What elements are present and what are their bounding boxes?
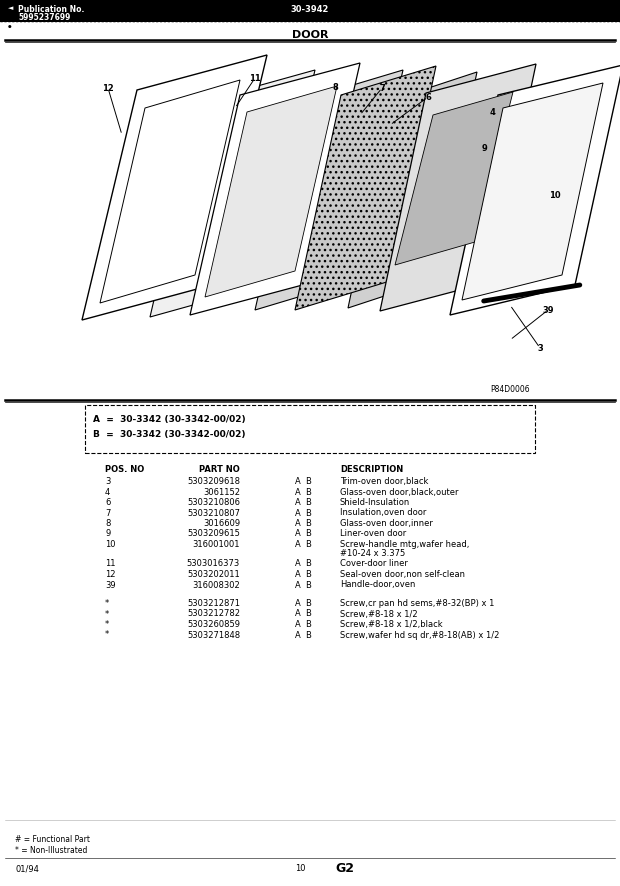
Text: 6: 6: [425, 92, 431, 102]
Text: Glass-oven door,black,outer: Glass-oven door,black,outer: [340, 487, 459, 496]
Text: A  =  30-3342 (30-3342-00/02): A = 30-3342 (30-3342-00/02): [93, 415, 246, 424]
Text: 6: 6: [105, 498, 110, 507]
Text: 5303212782: 5303212782: [187, 610, 240, 618]
Text: Liner-oven door: Liner-oven door: [340, 530, 406, 539]
Text: A  B: A B: [295, 530, 312, 539]
Polygon shape: [150, 70, 315, 317]
Text: * = Non-Illustrated: * = Non-Illustrated: [15, 846, 87, 855]
Text: A  B: A B: [295, 570, 312, 579]
Text: 39: 39: [105, 580, 115, 589]
Bar: [5, 42, 615, 400]
Text: 10: 10: [294, 864, 305, 873]
Text: 12: 12: [102, 83, 114, 92]
Text: 5995237699: 5995237699: [18, 13, 71, 22]
Text: PART NO: PART NO: [199, 465, 240, 474]
Text: A  B: A B: [295, 487, 312, 496]
Text: 5303202011: 5303202011: [187, 570, 240, 579]
Text: A  B: A B: [295, 610, 312, 618]
Text: ●: ●: [8, 25, 12, 29]
Text: 4: 4: [489, 107, 495, 116]
Polygon shape: [395, 92, 513, 265]
Text: 316008302: 316008302: [192, 580, 240, 589]
Text: 5303210807: 5303210807: [187, 509, 240, 517]
Text: 11: 11: [249, 74, 261, 82]
Text: 4: 4: [105, 487, 110, 496]
Text: Publication No.: Publication No.: [18, 5, 84, 14]
Text: Screw,wafer hd sq dr,#8-18(AB) x 1/2: Screw,wafer hd sq dr,#8-18(AB) x 1/2: [340, 631, 499, 640]
Text: 5303016373: 5303016373: [187, 559, 240, 569]
Text: Shield-Insulation: Shield-Insulation: [340, 498, 410, 507]
Polygon shape: [450, 65, 620, 315]
Polygon shape: [255, 70, 403, 310]
Text: DOOR: DOOR: [292, 30, 328, 40]
Text: Screw,cr pan hd sems,#8-32(BP) x 1: Screw,cr pan hd sems,#8-32(BP) x 1: [340, 599, 494, 608]
Polygon shape: [82, 55, 267, 320]
Text: 3: 3: [537, 344, 543, 353]
Text: Screw-handle mtg,wafer head,: Screw-handle mtg,wafer head,: [340, 540, 469, 549]
Text: 7: 7: [105, 509, 110, 517]
Text: A  B: A B: [295, 519, 312, 528]
Text: *: *: [105, 610, 109, 618]
Polygon shape: [380, 64, 536, 311]
Text: 5303209615: 5303209615: [187, 530, 240, 539]
Text: A  B: A B: [295, 559, 312, 569]
Text: B  =  30-3342 (30-3342-00/02): B = 30-3342 (30-3342-00/02): [93, 430, 246, 439]
Text: Cover-door liner: Cover-door liner: [340, 559, 408, 569]
Text: #10-24 x 3.375: #10-24 x 3.375: [340, 549, 405, 558]
Text: *: *: [105, 599, 109, 608]
Text: A  B: A B: [295, 540, 312, 549]
Text: A  B: A B: [295, 620, 312, 629]
Text: 5303271848: 5303271848: [187, 631, 240, 640]
Text: 01/94: 01/94: [15, 864, 39, 873]
Text: A  B: A B: [295, 580, 312, 589]
Text: Trim-oven door,black: Trim-oven door,black: [340, 477, 428, 486]
Text: 3061152: 3061152: [203, 487, 240, 496]
Text: 5303210806: 5303210806: [187, 498, 240, 507]
Text: 7: 7: [379, 83, 385, 92]
Text: G2: G2: [335, 862, 354, 875]
Polygon shape: [348, 72, 477, 308]
Polygon shape: [462, 83, 603, 300]
Text: Handle-door,oven: Handle-door,oven: [340, 580, 415, 589]
Text: 9: 9: [105, 530, 110, 539]
Text: 30-3942: 30-3942: [291, 5, 329, 14]
Text: Seal-oven door,non self-clean: Seal-oven door,non self-clean: [340, 570, 465, 579]
Text: ◄: ◄: [8, 5, 14, 11]
Bar: [85, 405, 535, 453]
Text: A  B: A B: [295, 498, 312, 507]
Text: 8: 8: [332, 82, 338, 91]
Text: P84D0006: P84D0006: [490, 385, 529, 394]
Polygon shape: [190, 63, 360, 315]
Text: DESCRIPTION: DESCRIPTION: [340, 465, 403, 474]
Text: A  B: A B: [295, 631, 312, 640]
Text: Glass-oven door,inner: Glass-oven door,inner: [340, 519, 433, 528]
Text: Screw,#8-18 x 1/2,black: Screw,#8-18 x 1/2,black: [340, 620, 443, 629]
Text: Screw,#8-18 x 1/2: Screw,#8-18 x 1/2: [340, 610, 418, 618]
Text: A  B: A B: [295, 599, 312, 608]
Text: A  B: A B: [295, 477, 312, 486]
Polygon shape: [205, 86, 337, 297]
Text: 10: 10: [105, 540, 115, 549]
Text: Insulation,oven door: Insulation,oven door: [340, 509, 427, 517]
Text: 5303260859: 5303260859: [187, 620, 240, 629]
Text: 5303209618: 5303209618: [187, 477, 240, 486]
Text: A  B: A B: [295, 509, 312, 517]
Text: 12: 12: [105, 570, 115, 579]
Text: *: *: [105, 620, 109, 629]
Polygon shape: [295, 66, 436, 310]
Text: 11: 11: [105, 559, 115, 569]
Text: 10: 10: [549, 190, 561, 199]
Text: POS. NO: POS. NO: [105, 465, 144, 474]
Bar: [0, 0, 620, 22]
Text: # = Functional Part: # = Functional Part: [15, 835, 90, 844]
Text: *: *: [105, 631, 109, 640]
Text: 5303212871: 5303212871: [187, 599, 240, 608]
Polygon shape: [100, 80, 240, 303]
Text: 9: 9: [482, 144, 488, 152]
Text: 39: 39: [542, 306, 554, 315]
Text: 3: 3: [105, 477, 110, 486]
Text: 8: 8: [105, 519, 110, 528]
Text: 3016609: 3016609: [203, 519, 240, 528]
Text: 316001001: 316001001: [192, 540, 240, 549]
